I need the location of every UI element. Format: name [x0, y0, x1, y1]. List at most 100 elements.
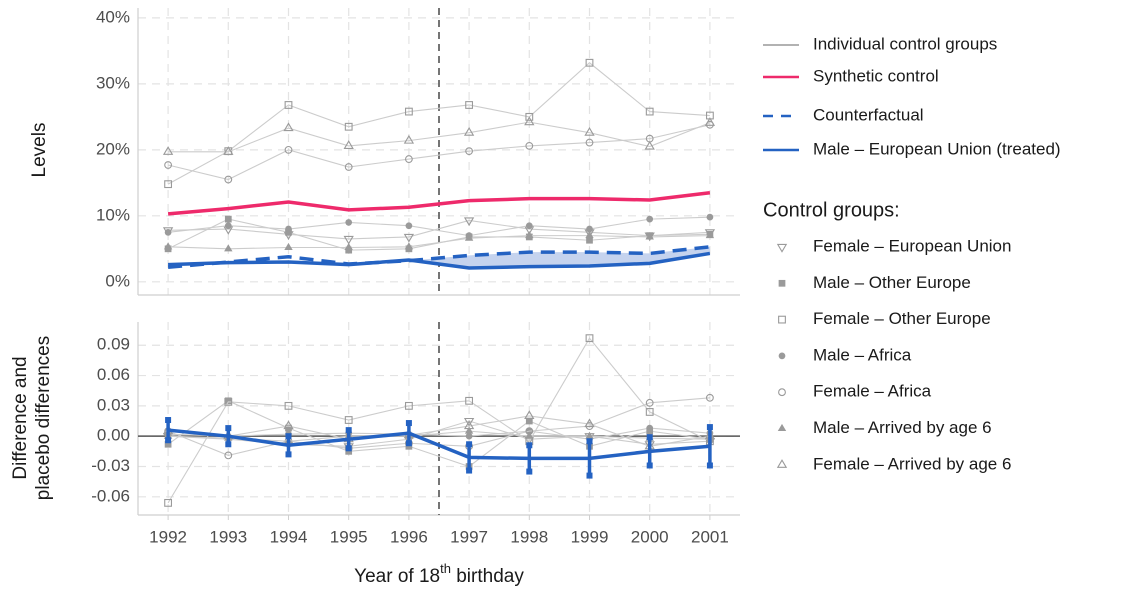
marker: [645, 408, 654, 416]
marker: [403, 233, 415, 243]
y-axis-title: Difference and: [10, 356, 31, 479]
marker: [283, 122, 294, 132]
marker: [646, 424, 654, 432]
error-cap: [225, 425, 232, 432]
error-cap: [586, 438, 593, 445]
control-line: [167, 62, 710, 185]
marker: [644, 140, 655, 150]
x-tick-label: 1999: [571, 527, 609, 546]
marker: [224, 244, 233, 252]
marker: [404, 401, 413, 410]
marker: [404, 155, 413, 163]
error-cap: [526, 442, 533, 449]
y-axis-title: Levels: [29, 123, 50, 178]
marker: [285, 225, 292, 233]
marker: [163, 242, 173, 250]
y-axis-title: placebo differences: [33, 336, 54, 500]
error-cap: [586, 472, 593, 479]
marker: [284, 101, 293, 109]
marker: [463, 417, 475, 427]
marker: [284, 242, 293, 251]
error-cap: [165, 417, 172, 424]
error-cap: [405, 420, 412, 427]
error-cap: [345, 427, 352, 434]
placebo-line: [168, 427, 710, 440]
marker: [584, 126, 595, 136]
marker: [344, 416, 353, 424]
marker: [525, 141, 534, 150]
marker: [343, 235, 354, 245]
placebo-line: [168, 415, 710, 447]
marker: [284, 145, 293, 154]
control-line: [168, 235, 710, 250]
error-cap: [646, 462, 653, 469]
error-cap: [526, 468, 533, 475]
x-tick-label: 1998: [510, 527, 548, 546]
y-tick-label: 0.00: [97, 426, 130, 445]
marker: [343, 140, 354, 149]
legend-label: Male – European Union (treated): [813, 139, 1061, 158]
legend-label: Individual control groups: [813, 34, 997, 53]
marker: [224, 451, 233, 460]
series-line: [167, 428, 711, 461]
x-axis-title-sup: th: [440, 561, 451, 576]
marker: [705, 393, 714, 402]
marker: [524, 410, 535, 420]
marker: [345, 219, 353, 226]
control-line: [168, 219, 710, 240]
y-tick-label: 0.09: [97, 335, 130, 354]
marker: [778, 388, 786, 397]
legend-label: Male – Arrived by age 6: [813, 418, 992, 437]
marker: [777, 423, 787, 432]
error-cap: [466, 441, 473, 448]
placebo-line: [167, 400, 710, 468]
marker: [586, 236, 593, 244]
marker: [646, 215, 654, 223]
error-cap: [165, 437, 172, 444]
control-line: [168, 121, 711, 153]
error-cap: [466, 467, 473, 474]
marker: [585, 334, 594, 343]
legend-label: Female – Africa: [813, 382, 932, 401]
marker: [645, 398, 654, 407]
y-tick-label: 40%: [96, 7, 130, 26]
marker: [164, 228, 172, 236]
marker: [224, 215, 232, 223]
marker: [344, 163, 353, 171]
marker: [705, 231, 715, 239]
marker: [224, 175, 233, 184]
x-tick-label: 1995: [330, 527, 368, 546]
marker: [345, 246, 353, 254]
series-line: [167, 190, 711, 216]
marker: [404, 242, 414, 250]
series-line: [167, 245, 711, 270]
marker: [585, 58, 594, 67]
error-cap: [706, 462, 713, 469]
x-axis-title-part: birthday: [451, 566, 524, 587]
marker: [525, 112, 534, 121]
marker: [465, 396, 474, 405]
marker: [776, 459, 788, 468]
x-axis-title: Year of 18th birthday: [354, 561, 524, 587]
x-tick-label: 1996: [390, 527, 428, 546]
marker: [645, 107, 654, 116]
marker: [464, 233, 474, 241]
marker: [465, 101, 474, 109]
marker: [403, 134, 415, 144]
x-axis-title-part: Year of 18: [354, 566, 440, 587]
x-tick-label: 2001: [691, 527, 729, 546]
marker: [706, 213, 714, 221]
marker: [525, 417, 533, 425]
marker: [164, 180, 173, 189]
legend-label: Synthetic control: [813, 66, 939, 85]
y-tick-label: 20%: [96, 139, 130, 158]
marker: [586, 225, 593, 233]
marker: [224, 397, 233, 406]
marker: [585, 431, 594, 439]
x-tick-label: 1992: [149, 527, 187, 546]
legend-label: Female – European Union: [813, 236, 1011, 255]
series-line: [168, 251, 711, 270]
marker: [584, 418, 595, 428]
error-cap: [405, 440, 412, 447]
